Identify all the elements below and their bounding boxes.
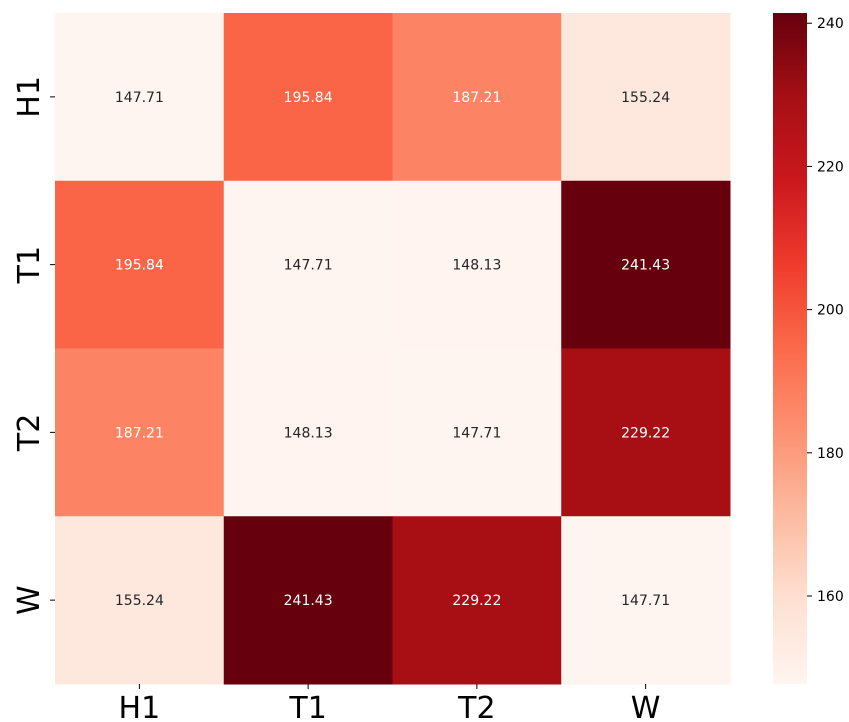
cell-value-label: 147.71 — [284, 258, 333, 274]
cell-value-label: 155.24 — [115, 593, 164, 609]
cell-value-label: 241.43 — [284, 593, 333, 609]
heatmap-cell — [561, 348, 731, 517]
cell-value-label: 229.22 — [452, 593, 501, 609]
cell-value-label: 241.43 — [621, 258, 670, 274]
heatmap-cells: 147.71 195.84 187.21 155.24 195.84 147.71 148.… — [55, 13, 731, 685]
heatmap-cell — [223, 180, 393, 349]
colorbar-gradient — [773, 13, 807, 684]
colorbar: 160 180 200 220 240 — [773, 13, 844, 684]
colorbar-tick-label: 240 — [817, 16, 844, 32]
colorbar-tick-label: 200 — [817, 303, 844, 319]
cell-value-label: 229.22 — [621, 425, 670, 441]
cell-value-label: 187.21 — [115, 425, 164, 441]
y-tick-label: T1 — [12, 246, 47, 284]
heatmap-cell — [392, 348, 562, 517]
cell-value-label: 147.71 — [452, 425, 501, 441]
cell-value-label: 195.84 — [284, 90, 333, 106]
cell-value-label: 148.13 — [452, 258, 501, 274]
heatmap-cell — [561, 516, 731, 685]
y-axis: H1 T1 T2 W — [12, 76, 55, 615]
x-tick-label: W — [631, 691, 661, 722]
cell-value-label: 147.71 — [115, 90, 164, 106]
x-tick-label: T2 — [457, 691, 495, 722]
cell-value-label: 148.13 — [284, 425, 333, 441]
x-axis: H1 T1 T2 W — [119, 684, 661, 722]
heatmap-cell — [223, 516, 393, 685]
cell-value-label: 155.24 — [621, 90, 670, 106]
heatmap-cell — [55, 348, 225, 517]
colorbar-tick-label: 220 — [817, 159, 844, 175]
cell-value-label: 187.21 — [452, 90, 501, 106]
cell-value-label: 195.84 — [115, 258, 164, 274]
cell-value-label: 147.71 — [621, 593, 670, 609]
y-tick-label: T2 — [12, 414, 47, 452]
heatmap-cell — [392, 516, 562, 685]
y-tick-label: W — [12, 585, 47, 615]
heatmap-cell — [55, 13, 225, 182]
heatmap-cell — [55, 180, 225, 349]
y-tick-label: H1 — [12, 76, 47, 118]
heatmap-cell — [561, 13, 731, 182]
heatmap-cell — [392, 180, 562, 349]
colorbar-tick-label: 180 — [817, 446, 844, 462]
heatmap-cell — [392, 13, 562, 182]
colorbar-tick-label: 160 — [817, 589, 844, 605]
heatmap-cell — [55, 516, 225, 685]
heatmap-cell — [223, 13, 393, 182]
heatmap-cell — [561, 180, 731, 349]
x-tick-label: H1 — [119, 691, 161, 722]
x-tick-label: T1 — [288, 691, 326, 722]
heatmap-cell — [223, 348, 393, 517]
